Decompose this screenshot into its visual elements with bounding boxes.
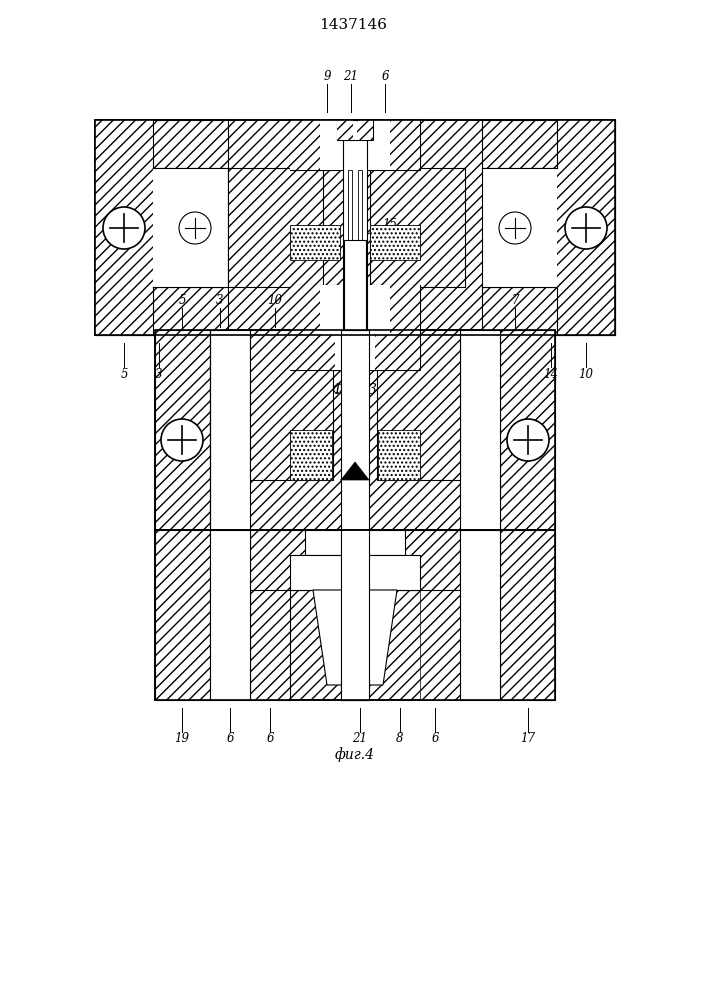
- Bar: [290, 225, 340, 260]
- Text: 11: 11: [358, 294, 373, 306]
- Bar: [290, 330, 420, 370]
- Text: 13: 13: [278, 368, 293, 381]
- Bar: [250, 330, 333, 480]
- Bar: [95, 120, 153, 335]
- Bar: [557, 120, 615, 335]
- Bar: [377, 330, 460, 480]
- Polygon shape: [313, 590, 397, 685]
- Bar: [337, 120, 373, 140]
- Bar: [557, 120, 615, 335]
- Bar: [290, 430, 332, 480]
- Bar: [290, 555, 420, 590]
- Bar: [320, 285, 390, 335]
- Text: 6: 6: [267, 732, 274, 744]
- Text: фиг.4: фиг.4: [335, 748, 375, 762]
- Bar: [500, 330, 555, 530]
- Text: 8: 8: [363, 368, 370, 381]
- Polygon shape: [341, 462, 369, 480]
- Text: 21: 21: [353, 732, 368, 744]
- Bar: [500, 530, 555, 700]
- Text: 9: 9: [323, 70, 331, 83]
- Bar: [155, 330, 555, 530]
- Text: 20: 20: [402, 368, 418, 381]
- Bar: [378, 430, 420, 480]
- Bar: [344, 240, 366, 330]
- Bar: [420, 530, 460, 700]
- Bar: [250, 530, 313, 590]
- Bar: [290, 330, 335, 370]
- Bar: [210, 330, 250, 530]
- Text: 11: 11: [344, 368, 358, 381]
- Text: 1437146: 1437146: [319, 18, 387, 32]
- Bar: [228, 168, 323, 287]
- Bar: [357, 120, 373, 140]
- Text: 21: 21: [344, 70, 358, 83]
- Circle shape: [499, 212, 531, 244]
- Bar: [95, 120, 615, 335]
- Bar: [290, 285, 420, 335]
- Bar: [460, 330, 500, 530]
- Bar: [348, 170, 352, 285]
- Bar: [290, 120, 420, 170]
- Text: 15: 15: [382, 219, 397, 232]
- Text: 6: 6: [226, 732, 234, 744]
- Text: 12: 12: [298, 294, 312, 306]
- Circle shape: [565, 207, 607, 249]
- Text: 8: 8: [376, 294, 384, 306]
- Bar: [460, 530, 500, 700]
- Text: 19: 19: [175, 732, 189, 744]
- Bar: [341, 680, 369, 700]
- Text: 14: 14: [544, 368, 559, 381]
- Circle shape: [161, 419, 203, 461]
- Bar: [397, 530, 460, 590]
- Bar: [250, 530, 290, 700]
- Bar: [155, 330, 210, 530]
- Bar: [153, 168, 228, 287]
- Text: 7: 7: [224, 368, 232, 381]
- Text: 12: 12: [305, 368, 320, 381]
- Text: 3: 3: [216, 294, 223, 306]
- Text: 7: 7: [511, 294, 519, 306]
- Bar: [155, 530, 210, 700]
- Bar: [95, 120, 153, 335]
- Circle shape: [179, 212, 211, 244]
- Bar: [358, 170, 362, 285]
- Text: 10: 10: [578, 368, 593, 381]
- Text: 6: 6: [431, 732, 439, 744]
- Bar: [370, 225, 420, 260]
- Circle shape: [507, 419, 549, 461]
- Bar: [290, 285, 420, 335]
- Bar: [320, 120, 390, 170]
- Text: 5: 5: [120, 368, 128, 381]
- Bar: [95, 120, 615, 335]
- Bar: [153, 120, 228, 168]
- Bar: [305, 530, 405, 555]
- Bar: [290, 120, 420, 170]
- Bar: [95, 120, 153, 335]
- Bar: [482, 168, 557, 287]
- Bar: [557, 120, 615, 335]
- Text: 6: 6: [478, 368, 486, 381]
- Text: Фиг. 3: Фиг. 3: [332, 383, 378, 397]
- Bar: [337, 120, 353, 140]
- Bar: [155, 530, 555, 700]
- Text: 5: 5: [178, 294, 186, 306]
- Bar: [343, 120, 367, 335]
- Circle shape: [103, 207, 145, 249]
- Text: 8: 8: [396, 732, 404, 744]
- Bar: [155, 330, 555, 530]
- Bar: [370, 168, 465, 287]
- Text: 10: 10: [267, 294, 283, 306]
- Bar: [482, 287, 557, 335]
- Bar: [153, 287, 228, 335]
- Bar: [482, 120, 557, 168]
- Text: 3: 3: [156, 368, 163, 381]
- Text: 6: 6: [381, 70, 389, 83]
- Text: 17: 17: [520, 732, 535, 744]
- Bar: [155, 530, 555, 700]
- Bar: [341, 330, 369, 700]
- Bar: [375, 330, 420, 370]
- Bar: [335, 330, 375, 370]
- Bar: [210, 530, 250, 700]
